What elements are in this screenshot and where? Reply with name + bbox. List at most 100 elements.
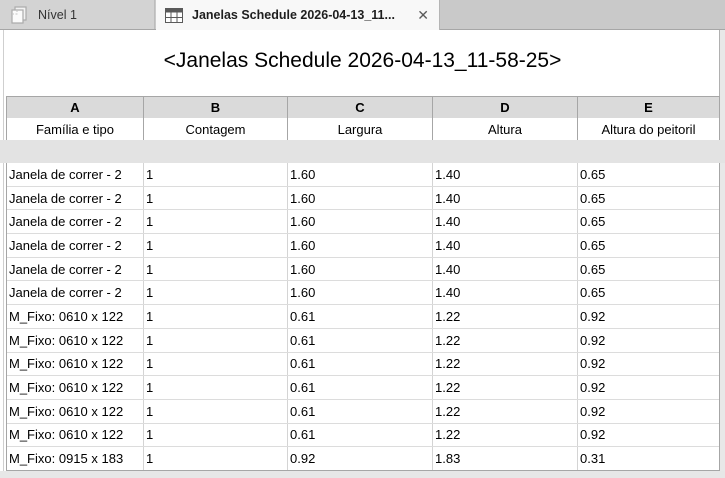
cell-altura[interactable]: 1.40 — [433, 210, 578, 234]
table-row[interactable]: Janela de correr - 2 1 1.60 1.40 0.65 — [7, 234, 719, 258]
table-row[interactable]: M_Fixo: 0610 x 122 1 0.61 1.22 0.92 — [7, 376, 719, 400]
cell-largura[interactable]: 1.60 — [288, 210, 433, 234]
table-row[interactable]: M_Fixo: 0915 x 183 1 0.92 1.83 0.31 — [7, 447, 719, 470]
cell-altura-do-peitoril[interactable]: 0.65 — [580, 261, 606, 277]
cell-largura[interactable]: 1.60 — [288, 163, 433, 186]
cell-largura[interactable]: 1.60 — [288, 281, 433, 305]
column-header-largura[interactable]: Largura — [288, 118, 433, 140]
tab-label-janelas-schedule: Janelas Schedule 2026-04-13_11... — [192, 8, 395, 22]
cell-largura[interactable]: 0.92 — [288, 447, 433, 470]
cell-contagem[interactable]: 1 — [144, 305, 288, 328]
cell-familia-e-tipo[interactable]: M_Fixo: 0610 x 122 — [7, 399, 144, 423]
cell-contagem[interactable]: 1 — [144, 328, 288, 352]
column-letter-row: A B C D E — [7, 97, 719, 118]
cell-altura-do-peitoril[interactable]: 0.31 — [580, 451, 606, 467]
cell-familia-e-tipo[interactable]: Janela de correr - 2 — [7, 257, 144, 281]
cell-altura[interactable]: 1.22 — [433, 328, 578, 352]
cell-familia-e-tipo[interactable]: M_Fixo: 0610 x 122 — [7, 352, 144, 376]
close-icon[interactable]: ✕ — [417, 7, 429, 23]
cell-familia-e-tipo[interactable]: M_Fixo: 0610 x 122 — [7, 376, 144, 399]
column-header-familia-e-tipo[interactable]: Família e tipo — [7, 118, 144, 140]
cell-largura[interactable]: 0.61 — [288, 352, 433, 376]
cell-contagem[interactable]: 1 — [144, 447, 288, 470]
cell-contagem[interactable]: 1 — [144, 423, 288, 447]
cell-contagem[interactable]: 1 — [144, 352, 288, 376]
column-header-altura-do-peitoril[interactable]: Altura do peitoril — [601, 121, 696, 137]
cell-altura[interactable]: 1.22 — [433, 423, 578, 447]
table-row[interactable]: M_Fixo: 0610 x 122 1 0.61 1.22 0.92 — [7, 352, 719, 377]
cell-contagem[interactable]: 1 — [144, 163, 288, 186]
cell-familia-e-tipo[interactable]: Janela de correr - 2 — [7, 234, 144, 257]
cell-largura[interactable]: 1.60 — [288, 186, 433, 210]
cell-altura-do-peitoril[interactable]: 0.65 — [580, 166, 606, 182]
table-row[interactable]: Janela de correr - 2 1 1.60 1.40 0.65 — [7, 186, 719, 211]
column-letter-e[interactable]: E — [644, 100, 653, 115]
cell-contagem[interactable]: 1 — [144, 186, 288, 210]
cell-familia-e-tipo[interactable]: M_Fixo: 0610 x 122 — [7, 423, 144, 447]
view-tab-bar: Nível 1 Janelas Schedule 2026-04-13_11..… — [0, 0, 725, 30]
cell-altura-do-peitoril[interactable]: 0.65 — [580, 190, 606, 206]
schedule-icon — [165, 7, 183, 23]
cell-contagem[interactable]: 1 — [144, 234, 288, 257]
cell-largura[interactable]: 0.61 — [288, 423, 433, 447]
table-row[interactable]: Janela de correr - 2 1 1.60 1.40 0.65 — [7, 163, 719, 187]
column-letter-d[interactable]: D — [433, 97, 578, 118]
table-row[interactable]: Janela de correr - 2 1 1.60 1.40 0.65 — [7, 210, 719, 235]
column-letter-a[interactable]: A — [7, 97, 144, 118]
cell-contagem[interactable]: 1 — [144, 210, 288, 234]
cell-altura-do-peitoril[interactable]: 0.65 — [580, 237, 606, 253]
cell-familia-e-tipo[interactable]: M_Fixo: 0610 x 122 — [7, 305, 144, 328]
tab-nivel-1[interactable]: Nível 1 — [0, 0, 155, 29]
cell-altura[interactable]: 1.40 — [433, 257, 578, 281]
cell-largura[interactable]: 0.61 — [288, 376, 433, 399]
cell-familia-e-tipo[interactable]: M_Fixo: 0915 x 183 — [7, 447, 144, 470]
column-header-altura[interactable]: Altura — [433, 118, 578, 140]
cell-altura-do-peitoril[interactable]: 0.65 — [580, 285, 606, 301]
cell-familia-e-tipo[interactable]: Janela de correr - 2 — [7, 281, 144, 305]
cell-altura-do-peitoril[interactable]: 0.92 — [580, 427, 606, 443]
table-row[interactable]: M_Fixo: 0610 x 122 1 0.61 1.22 0.92 — [7, 328, 719, 353]
schedule-title: <Janelas Schedule 2026-04-13_11-58-25> — [163, 49, 562, 72]
table-row[interactable]: Janela de correr - 2 1 1.60 1.40 0.65 — [7, 281, 719, 306]
cell-contagem[interactable]: 1 — [144, 281, 288, 305]
table-row[interactable]: Janela de correr - 2 1 1.60 1.40 0.65 — [7, 257, 719, 282]
cell-altura-do-peitoril[interactable]: 0.92 — [580, 332, 606, 348]
cell-altura-do-peitoril[interactable]: 0.92 — [580, 308, 606, 324]
column-header-contagem[interactable]: Contagem — [144, 118, 288, 140]
cell-contagem[interactable]: 1 — [144, 376, 288, 399]
cell-familia-e-tipo[interactable]: Janela de correr - 2 — [7, 210, 144, 234]
cell-altura[interactable]: 1.22 — [433, 399, 578, 423]
cell-altura-do-peitoril[interactable]: 0.92 — [580, 380, 606, 396]
cell-altura-do-peitoril[interactable]: 0.92 — [580, 356, 606, 372]
cell-altura-do-peitoril[interactable]: 0.65 — [580, 214, 606, 230]
cell-largura[interactable]: 0.61 — [288, 328, 433, 352]
tab-label-nivel-1: Nível 1 — [38, 7, 77, 22]
cell-altura[interactable]: 1.22 — [433, 376, 578, 399]
tab-janelas-schedule[interactable]: Janelas Schedule 2026-04-13_11... ✕ — [156, 0, 440, 30]
cell-familia-e-tipo[interactable]: Janela de correr - 2 — [7, 186, 144, 210]
blank-band — [0, 140, 725, 163]
column-letter-c[interactable]: C — [288, 97, 433, 118]
cell-altura[interactable]: 1.40 — [433, 281, 578, 305]
floor-plan-icon — [9, 5, 29, 25]
cell-largura[interactable]: 1.60 — [288, 257, 433, 281]
table-row[interactable]: M_Fixo: 0610 x 122 1 0.61 1.22 0.92 — [7, 399, 719, 424]
cell-altura[interactable]: 1.40 — [433, 186, 578, 210]
column-letter-b[interactable]: B — [144, 97, 288, 118]
cell-contagem[interactable]: 1 — [144, 399, 288, 423]
cell-largura[interactable]: 0.61 — [288, 305, 433, 328]
cell-altura[interactable]: 1.22 — [433, 352, 578, 376]
cell-contagem[interactable]: 1 — [144, 257, 288, 281]
table-row[interactable]: M_Fixo: 0610 x 122 1 0.61 1.22 0.92 — [7, 305, 719, 329]
table-row[interactable]: M_Fixo: 0610 x 122 1 0.61 1.22 0.92 — [7, 423, 719, 448]
cell-altura[interactable]: 1.83 — [433, 447, 578, 470]
cell-familia-e-tipo[interactable]: Janela de correr - 2 — [7, 163, 144, 186]
cell-altura[interactable]: 1.40 — [433, 163, 578, 186]
cell-largura[interactable]: 1.60 — [288, 234, 433, 257]
cell-altura[interactable]: 1.40 — [433, 234, 578, 257]
cell-altura-do-peitoril[interactable]: 0.92 — [580, 403, 606, 419]
cell-altura[interactable]: 1.22 — [433, 305, 578, 328]
cell-largura[interactable]: 0.61 — [288, 399, 433, 423]
cell-familia-e-tipo[interactable]: M_Fixo: 0610 x 122 — [7, 328, 144, 352]
